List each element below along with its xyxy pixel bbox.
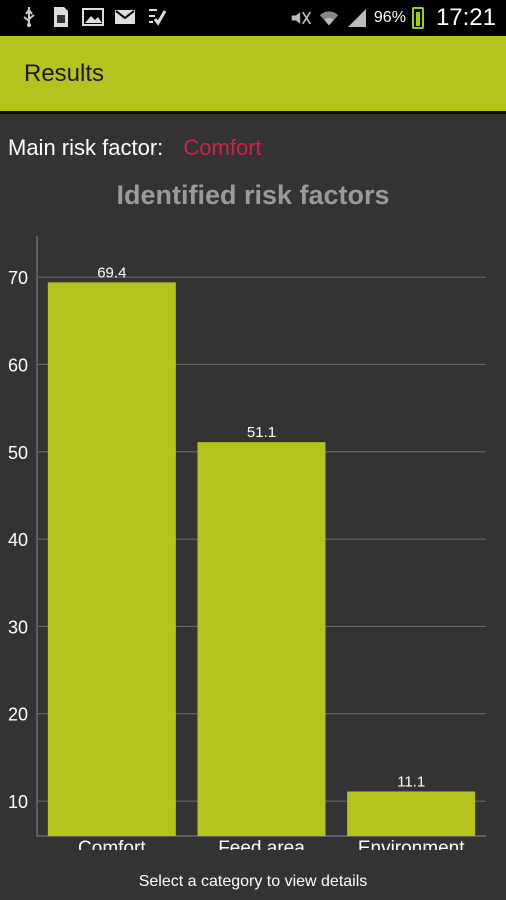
gmail-icon: [114, 6, 136, 28]
bar[interactable]: [197, 442, 326, 836]
category-label[interactable]: Comfort: [78, 838, 146, 850]
notification-icons: [18, 6, 168, 28]
y-tick-label: 50: [8, 443, 28, 463]
y-tick-label: 40: [8, 530, 28, 550]
page-title: Results: [24, 60, 105, 87]
chart-title: Identified risk factors: [116, 180, 390, 210]
risk-factor-chart[interactable]: 10 20 30 40 50 60 70 69.4 Comfort 51.1 Feed area 11…: [0, 220, 506, 850]
main-risk-factor: Main risk factor: Comfort: [8, 135, 262, 161]
bar-value-label: 51.1: [247, 424, 276, 441]
sim-icon: [50, 6, 72, 28]
image-icon: [82, 6, 104, 28]
battery-icon: [411, 7, 424, 29]
task-check-icon: [146, 6, 168, 28]
battery-percentage: 96%: [373, 9, 406, 26]
footer-hint: Select a category to view details: [138, 873, 368, 890]
clock: 17:21: [435, 4, 496, 31]
wifi-icon: [318, 7, 340, 29]
bar[interactable]: [47, 282, 176, 836]
bar-value-label: 69.4: [97, 264, 126, 281]
y-tick-label: 60: [8, 355, 28, 375]
category-label[interactable]: Environment: [358, 838, 465, 850]
app-bar: Results: [0, 36, 506, 114]
status-bar: 96% 17:21: [0, 0, 506, 36]
category-label[interactable]: Feed area: [218, 838, 305, 850]
main-risk-label: Main risk factor:: [8, 135, 164, 160]
main-risk-value: Comfort: [183, 135, 262, 160]
system-status: 96% 17:21: [290, 4, 496, 32]
y-tick-label: 10: [8, 792, 28, 812]
bar[interactable]: [347, 791, 476, 836]
y-tick-label: 30: [8, 617, 28, 637]
usb-icon: [18, 6, 40, 28]
mute-icon: [290, 7, 312, 29]
signal-icon: [346, 7, 368, 29]
y-tick-label: 20: [8, 705, 28, 725]
bar-value-label: 11.1: [397, 773, 425, 790]
y-tick-label: 70: [8, 268, 28, 288]
